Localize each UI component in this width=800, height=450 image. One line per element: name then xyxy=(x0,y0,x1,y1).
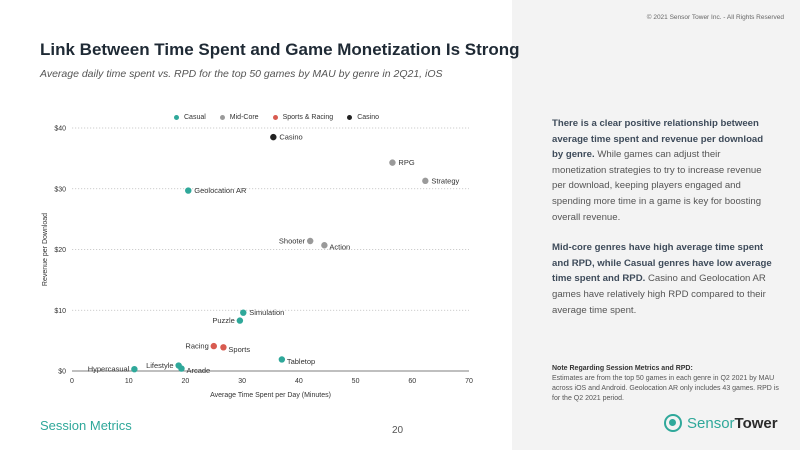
legend-item-casual: Casual xyxy=(174,114,206,121)
logo-text-light: Sensor xyxy=(687,414,735,432)
copyright-text: © 2021 Sensor Tower Inc. - All Rights Re… xyxy=(646,14,784,21)
section-label: Session Metrics xyxy=(40,418,132,433)
point-geolocation-ar xyxy=(185,187,192,194)
insight-paragraph-1: There is a clear positive relationship b… xyxy=(552,116,772,225)
point-rpg xyxy=(389,159,396,166)
legend-marker-sports-racing xyxy=(272,115,278,120)
x-tick-label: 50 xyxy=(352,378,360,385)
insight-2-bold: Mid-core genres have high average time s… xyxy=(552,242,772,285)
legend-label-midcore: Mid-Core xyxy=(229,114,259,121)
methodology-note: Note Regarding Session Metrics and RPD: … xyxy=(552,364,782,404)
insight-text: There is a clear positive relationship b… xyxy=(552,116,772,333)
point-label-shooter: Shooter xyxy=(279,236,306,245)
point-casino xyxy=(270,133,277,141)
legend-marker-casino xyxy=(347,115,353,120)
point-label-rpg: RPG xyxy=(398,158,414,167)
page-subtitle: Average daily time spent vs. RPD for the… xyxy=(40,68,443,80)
page-number: 20 xyxy=(392,425,404,436)
insight-paragraph-2: Mid-core genres have high average time s… xyxy=(552,240,772,318)
sensor-tower-logo: SensorTower xyxy=(664,414,778,432)
note-body: Estimates are from the top 50 games in e… xyxy=(552,375,779,402)
logo-text: SensorTower xyxy=(687,415,778,432)
point-label-geolocation-ar: Geolocation AR xyxy=(194,186,247,195)
legend-item-midcore: Mid-Core xyxy=(219,114,259,121)
x-tick-label: 20 xyxy=(182,378,190,385)
insight-1-bold: There is a clear positive relationship b… xyxy=(552,118,764,161)
insight-2-rest: Casino and Geolocation AR games have rel… xyxy=(552,273,766,316)
y-tick-label: $30 xyxy=(54,186,66,193)
point-hypercasual xyxy=(131,365,138,373)
point-arcade xyxy=(178,365,185,372)
x-axis-title: Average Time Spent per Day (Minutes) xyxy=(210,392,331,399)
page-title: Link Between Time Spent and Game Monetiz… xyxy=(40,40,520,59)
point-label-puzzle: Puzzle xyxy=(212,316,235,325)
point-label-hypercasual: Hypercasual xyxy=(88,365,130,374)
side-panel xyxy=(512,0,800,450)
y-tick-label: $0 xyxy=(58,369,66,376)
x-tick-label: 0 xyxy=(70,378,74,385)
point-strategy xyxy=(422,177,429,185)
chart-legend: Casual Mid-Core Sports & Racing Casino xyxy=(174,114,379,121)
point-label-casino: Casino xyxy=(279,133,302,142)
y-axis-title: Revenue per Download xyxy=(42,213,49,286)
y-tick-label: $20 xyxy=(54,247,66,254)
point-label-action: Action xyxy=(329,243,350,252)
point-label-lifestyle: Lifestyle xyxy=(146,361,174,370)
logo-text-bold: Tower xyxy=(734,414,778,432)
legend-marker-midcore xyxy=(219,115,225,120)
legend-label-sports-racing: Sports & Racing xyxy=(282,114,334,121)
y-tick-label: $10 xyxy=(54,308,66,315)
legend-marker-casual xyxy=(174,115,179,120)
point-sports xyxy=(220,344,227,351)
point-label-sports: Sports xyxy=(228,345,250,354)
main-panel xyxy=(0,0,512,450)
point-action xyxy=(321,242,328,249)
x-tick-label: 60 xyxy=(408,378,416,385)
logo-mark-icon xyxy=(664,414,682,432)
point-label-strategy: Strategy xyxy=(431,176,459,185)
x-tick-label: 70 xyxy=(465,378,473,385)
x-tick-label: 30 xyxy=(238,378,246,385)
x-tick-label: 40 xyxy=(295,378,303,385)
point-tabletop xyxy=(278,356,286,363)
scatter-chart: $0 $10 $20 $30 $40 0 10 20 30 40 50 60 70 Average Tim… xyxy=(42,126,473,400)
x-tick-label: 10 xyxy=(125,378,133,385)
legend-item-casino: Casino xyxy=(347,114,379,121)
legend-label-casino: Casino xyxy=(357,114,379,121)
point-label-simulation: Simulation xyxy=(249,308,284,317)
point-puzzle xyxy=(236,317,244,324)
point-shooter xyxy=(307,237,314,245)
point-label-arcade: Arcade xyxy=(186,366,210,375)
legend-label-casual: Casual xyxy=(184,114,206,121)
point-simulation xyxy=(240,309,247,316)
note-title: Note Regarding Session Metrics and RPD: xyxy=(552,365,693,372)
point-racing xyxy=(210,342,217,350)
insight-1-rest: While games can adjust their monetizatio… xyxy=(552,149,762,223)
legend-item-sports-racing: Sports & Racing xyxy=(272,114,334,121)
point-label-racing: Racing xyxy=(185,342,208,351)
point-label-tabletop: Tabletop xyxy=(287,357,315,366)
y-tick-label: $40 xyxy=(54,126,66,133)
